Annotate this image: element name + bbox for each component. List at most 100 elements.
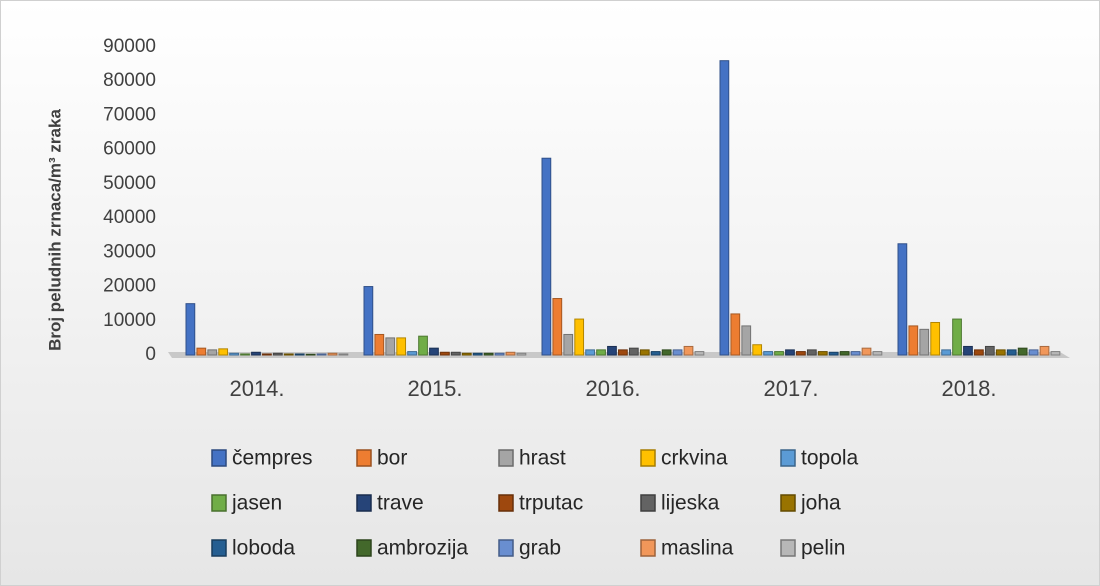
bar — [450, 351, 461, 356]
y-axis-title: Broj peludnih zrnaca/m³ zraka — [45, 109, 64, 351]
bar — [850, 351, 861, 356]
legend-swatch — [780, 449, 796, 467]
bar — [861, 347, 872, 356]
bar — [585, 349, 595, 356]
bar — [796, 351, 806, 356]
bar — [363, 286, 374, 356]
x-tick-label: 2016. — [585, 376, 640, 401]
bar — [952, 318, 962, 356]
legend-swatch — [356, 539, 372, 557]
legend-label: loboda — [232, 537, 295, 560]
bar — [941, 349, 951, 356]
bar — [207, 349, 218, 356]
bar — [694, 351, 705, 356]
bar — [494, 352, 505, 356]
bar — [752, 344, 763, 356]
legend-swatch — [780, 539, 796, 557]
bar — [661, 349, 672, 356]
legend-label: topola — [801, 447, 859, 470]
bar — [374, 333, 385, 356]
bar — [472, 352, 483, 356]
bar — [440, 351, 450, 356]
bar — [218, 348, 229, 356]
bar — [552, 298, 563, 356]
y-tick-label: 30000 — [103, 241, 156, 262]
bar — [763, 351, 773, 356]
bar — [963, 345, 973, 356]
y-tick-label: 40000 — [103, 207, 156, 228]
bar — [806, 349, 817, 356]
bar — [1006, 349, 1017, 356]
legend-swatch — [640, 494, 656, 512]
legend-label: trputac — [519, 492, 583, 515]
bar — [541, 157, 552, 356]
bar — [618, 349, 628, 356]
bar — [196, 347, 207, 356]
bar — [974, 349, 984, 356]
bar — [995, 349, 1006, 356]
bar — [272, 352, 283, 356]
legend-swatch — [780, 494, 796, 512]
y-tick-label: 10000 — [103, 310, 156, 331]
bar — [984, 345, 995, 356]
legend-label: pelin — [801, 537, 845, 560]
bar — [628, 347, 639, 356]
y-tick-label: 20000 — [103, 276, 156, 297]
bar — [229, 352, 239, 356]
legend-swatch — [356, 449, 372, 467]
bar — [327, 352, 338, 356]
legend-label: lijeska — [661, 492, 720, 515]
legend-label: maslina — [661, 537, 734, 560]
bar — [1050, 351, 1061, 356]
legend-swatch — [640, 449, 656, 467]
y-tick-label: 0 — [145, 344, 156, 365]
legend-label: ambrozija — [377, 537, 468, 560]
bar — [785, 349, 795, 356]
bar — [596, 349, 606, 356]
bar — [505, 351, 516, 356]
bar — [385, 337, 396, 356]
bar — [574, 318, 585, 356]
x-tick-label: 2014. — [229, 376, 284, 401]
bar — [828, 351, 839, 356]
bar — [683, 345, 694, 356]
bar — [240, 353, 250, 356]
bar — [185, 303, 196, 356]
bar — [429, 347, 439, 356]
bar — [908, 325, 919, 356]
bar — [1028, 349, 1039, 356]
bar — [1039, 345, 1050, 356]
bar — [872, 351, 883, 356]
bar — [251, 351, 261, 356]
bar — [730, 313, 741, 356]
bar — [774, 351, 784, 356]
bar — [919, 328, 930, 356]
bar — [839, 351, 850, 356]
legend-swatch — [640, 539, 656, 557]
legend-swatch — [498, 539, 514, 557]
bar — [305, 353, 316, 356]
legend-label: čempres — [232, 447, 313, 470]
legend-swatch — [211, 494, 227, 512]
bar — [741, 325, 752, 356]
legend-label: trave — [377, 492, 424, 515]
bar — [483, 352, 494, 356]
bar — [639, 349, 650, 356]
x-tick-label: 2015. — [407, 376, 462, 401]
bar — [719, 60, 730, 356]
bar — [316, 353, 327, 356]
y-tick-label: 70000 — [103, 104, 156, 125]
legend-label: hrast — [519, 447, 566, 470]
y-tick-label: 60000 — [103, 139, 156, 160]
bar — [930, 321, 941, 356]
bar — [262, 353, 272, 356]
bar — [338, 353, 349, 356]
bar — [607, 345, 617, 356]
legend-swatch — [211, 539, 227, 557]
legend-label: grab — [519, 537, 561, 560]
y-tick-label: 80000 — [103, 70, 156, 91]
legend-swatch — [211, 449, 227, 467]
bar — [672, 349, 683, 356]
x-tick-label: 2018. — [941, 376, 996, 401]
